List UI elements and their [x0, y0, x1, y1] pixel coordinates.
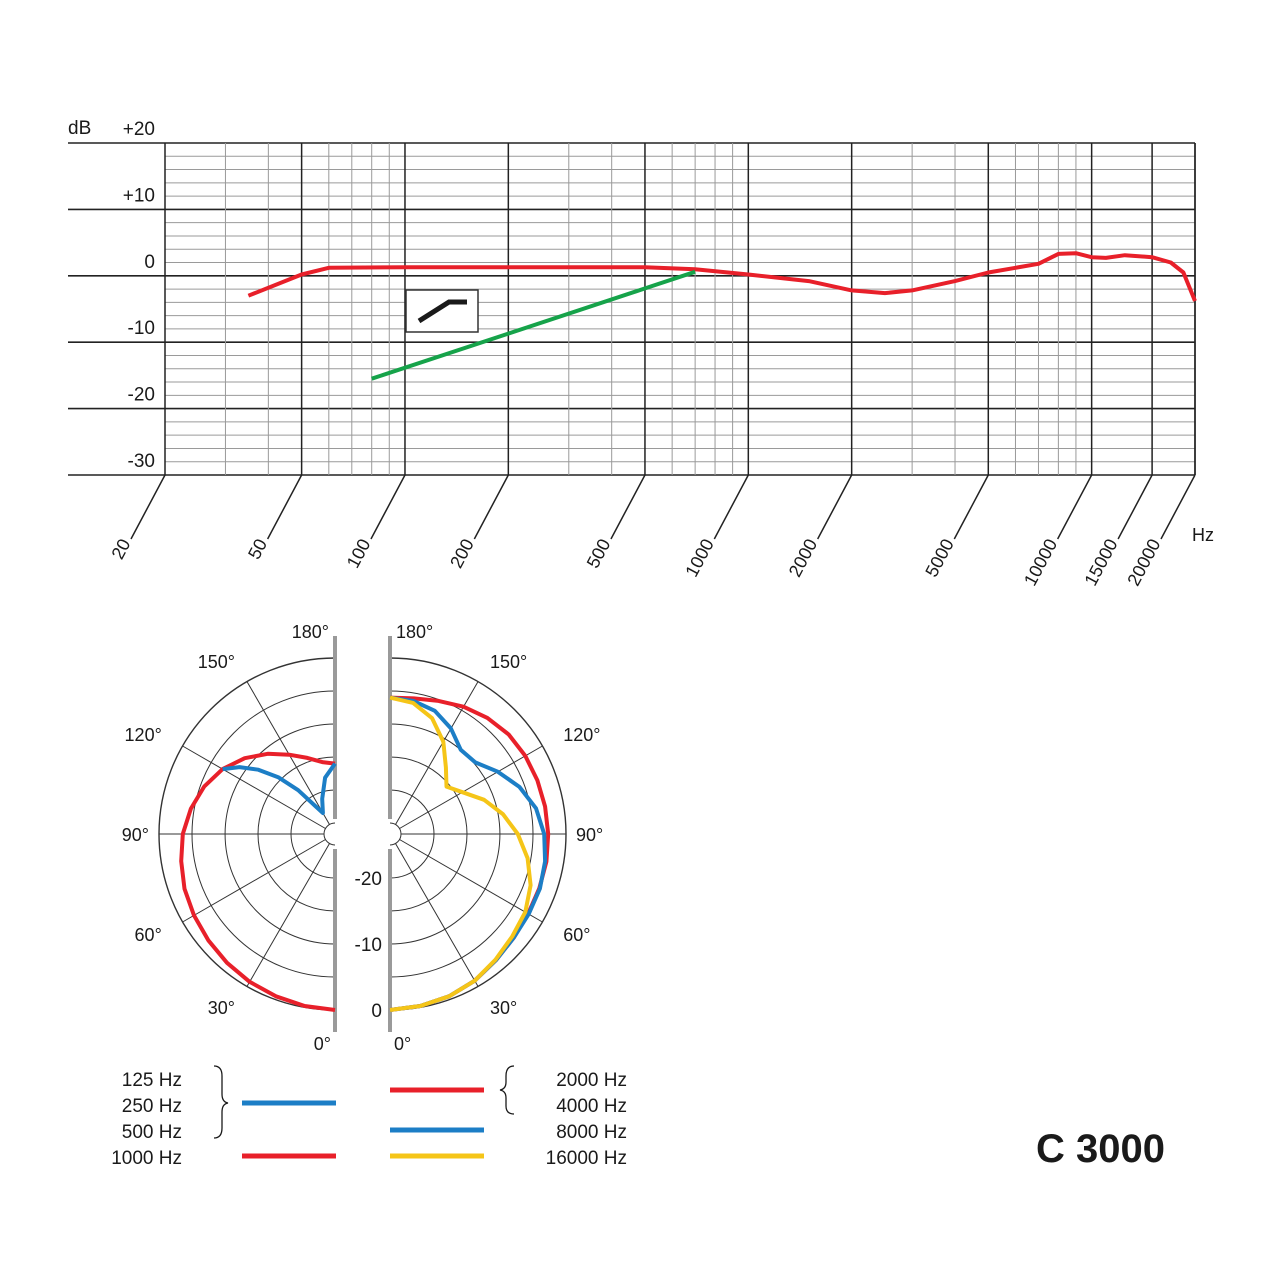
legend-label: 125 Hz — [122, 1070, 182, 1091]
polar-spoke — [399, 839, 543, 923]
x-tick-label: 100 — [343, 535, 375, 571]
x-axis-tick-labels: 20 50 100 200 500 1000 2000 5000 10000 15000 20000 — [107, 474, 1196, 589]
x-axis-label: Hz — [1192, 525, 1214, 545]
polar-angle-label: 60° — [563, 925, 590, 945]
polar-spoke — [399, 745, 543, 829]
polar-angle-label: 120° — [563, 725, 600, 745]
x-tick-mark — [1056, 474, 1093, 540]
x-tick-mark — [817, 474, 853, 540]
x-tick-mark — [953, 474, 989, 540]
polar-angle-label: 180° — [396, 622, 433, 642]
polar-angle-label: 30° — [490, 998, 517, 1018]
x-tick-label: 500 — [583, 535, 615, 571]
polar-pattern-line — [389, 695, 533, 1012]
y-tick-label: 0 — [144, 252, 155, 273]
x-tick-mark — [473, 474, 509, 540]
polar-angle-label: 90° — [122, 825, 149, 845]
frequency-response-chart: +20 +10 0 -10 -20 -30 dB 20 50 100 200 500 1000 200… — [68, 118, 1214, 589]
polar-angle-label: 60° — [135, 925, 162, 945]
legend-label: 1000 Hz — [111, 1148, 182, 1169]
legend-label: 8000 Hz — [556, 1122, 627, 1143]
x-tick-mark — [1117, 474, 1153, 540]
x-tick-label: 10000 — [1020, 535, 1061, 589]
polar-series — [179, 695, 551, 1012]
x-tick-mark — [1160, 474, 1196, 540]
polar-angle-label: 90° — [576, 825, 603, 845]
polar-pattern-chart: 180° 150° 120° 90° 60° 30° 0° 180° 150° 120° 90° 60… — [122, 622, 603, 1054]
polar-pattern-line — [179, 751, 336, 1012]
polar-spoke — [246, 843, 330, 987]
x-tick-mark — [130, 474, 166, 540]
polar-center — [389, 822, 402, 846]
polar-spoke — [395, 843, 479, 987]
x-tick-label: 15000 — [1080, 535, 1121, 589]
y-tick-label: +20 — [123, 119, 155, 140]
x-tick-label: 200 — [446, 535, 478, 571]
legend-label: 250 Hz — [122, 1096, 182, 1117]
x-tick-mark — [713, 474, 749, 540]
legend-label: 2000 Hz — [556, 1070, 627, 1091]
frequency-grid — [68, 142, 1196, 476]
polar-angle-label: 180° — [292, 622, 329, 642]
y-tick-label: -20 — [128, 385, 155, 406]
polar-pattern-line — [222, 762, 337, 815]
polar-spoke — [182, 839, 326, 923]
legend-label: 4000 Hz — [556, 1096, 627, 1117]
x-tick-label: 2000 — [785, 535, 821, 580]
x-tick-label: 50 — [244, 535, 271, 562]
y-tick-label: -10 — [128, 318, 155, 339]
x-tick-label: 20 — [107, 535, 134, 562]
x-tick-mark — [266, 474, 303, 540]
polar-angle-label: 30° — [208, 998, 235, 1018]
frequency-response-line — [247, 251, 1197, 302]
x-tick-label: 20000 — [1123, 535, 1164, 589]
polar-angle-label: 150° — [198, 652, 235, 672]
polar-radial-label: -20 — [355, 869, 382, 890]
legend-right: 2000 Hz 4000 Hz 8000 Hz 16000 Hz — [390, 1065, 627, 1169]
y-axis-tick-labels: +20 +10 0 -10 -20 -30 — [123, 119, 155, 472]
y-tick-label: +10 — [123, 185, 155, 206]
low-cut-filter-icon — [405, 289, 479, 333]
legend-brace-icon — [499, 1065, 515, 1115]
polar-angle-labels: 180° 150° 120° 90° 60° 30° 0° 180° 150° 120° 90° 60… — [122, 622, 603, 1054]
legend-label: 16000 Hz — [546, 1148, 627, 1169]
model-name: C 3000 — [1036, 1127, 1165, 1171]
y-axis-label: dB — [68, 118, 91, 139]
frequency-series — [247, 251, 1197, 381]
polar-pattern-line — [389, 695, 548, 1012]
polar-spoke — [182, 745, 326, 829]
x-tick-mark — [370, 474, 406, 540]
polar-angle-label: 0° — [314, 1034, 331, 1054]
legend-label: 500 Hz — [122, 1122, 182, 1143]
legend-left: 125 Hz 250 Hz 500 Hz 1000 Hz — [111, 1065, 336, 1169]
polar-angle-label: 120° — [125, 725, 162, 745]
polar-center — [323, 822, 336, 846]
y-tick-label: -30 — [128, 451, 155, 472]
polar-angle-label: 0° — [394, 1034, 411, 1054]
polar-grid — [158, 636, 567, 1032]
polar-angle-label: 150° — [490, 652, 527, 672]
x-tick-mark — [610, 474, 646, 540]
polar-radial-label: 0 — [371, 1001, 382, 1022]
polar-radial-label: -10 — [355, 935, 382, 956]
legend-brace-icon — [213, 1065, 229, 1139]
polar-radial-labels: -20 -10 0 — [355, 869, 382, 1022]
x-tick-label: 5000 — [921, 535, 957, 580]
low-cut-response-line — [371, 269, 696, 381]
x-tick-label: 1000 — [681, 535, 717, 580]
